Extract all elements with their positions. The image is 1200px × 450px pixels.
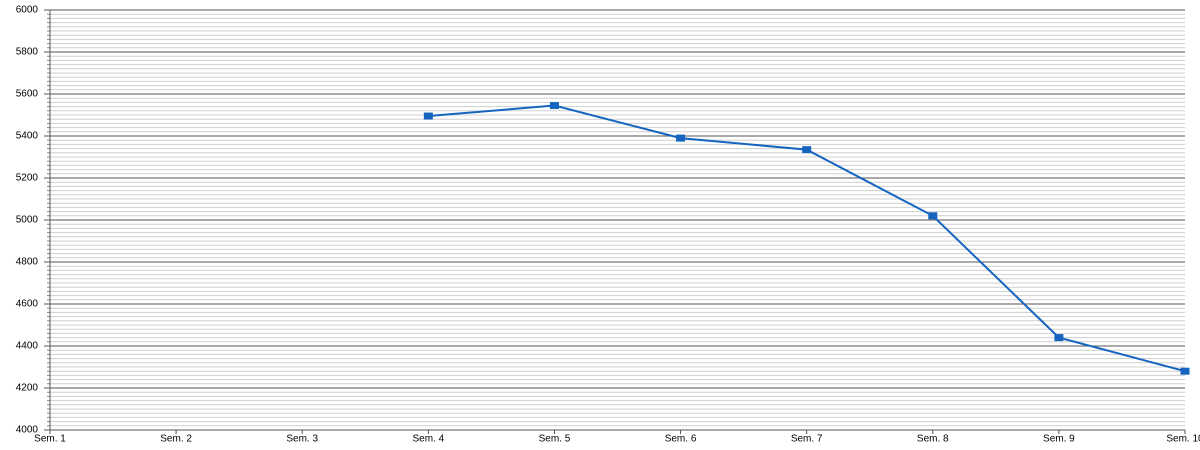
y-tick-label: 5800 (16, 47, 39, 58)
point-marker (928, 212, 938, 220)
y-tick-label: 5000 (16, 215, 39, 226)
x-tick-label: Sem. 7 (791, 434, 823, 445)
point-marker (676, 134, 686, 142)
x-tick-label: Sem. 8 (917, 434, 949, 445)
y-tick-label: 4600 (16, 299, 39, 310)
series-line (428, 104, 1186, 373)
x-tick-label: Sem. 5 (539, 434, 571, 445)
y-tick-label: 4800 (16, 257, 39, 268)
y-tick-label: 5400 (16, 131, 39, 142)
x-tick-label: Sem. 3 (286, 434, 318, 445)
point-marker (549, 102, 559, 110)
y-tick-label: 5600 (16, 89, 39, 100)
x-tick-label: Sem. 1 (34, 434, 66, 445)
x-tick-label: Sem. 4 (412, 434, 444, 445)
y-tick-label: 6000 (16, 5, 39, 16)
y-tick-label: 4400 (16, 341, 39, 352)
point-marker (802, 146, 812, 154)
x-tick-label: Sem. 9 (1043, 434, 1075, 445)
y-tick-label: 4200 (16, 383, 39, 394)
point-marker (1180, 367, 1190, 375)
y-tick-label: 4000 (16, 425, 39, 436)
x-tick-label: Sem. 2 (160, 434, 192, 445)
point-marker (1054, 334, 1064, 342)
y-tick-label: 5200 (16, 173, 39, 184)
point-marker (423, 112, 433, 120)
x-tick-label: Sem. 10 (1166, 434, 1200, 445)
x-tick-label: Sem. 6 (665, 434, 697, 445)
